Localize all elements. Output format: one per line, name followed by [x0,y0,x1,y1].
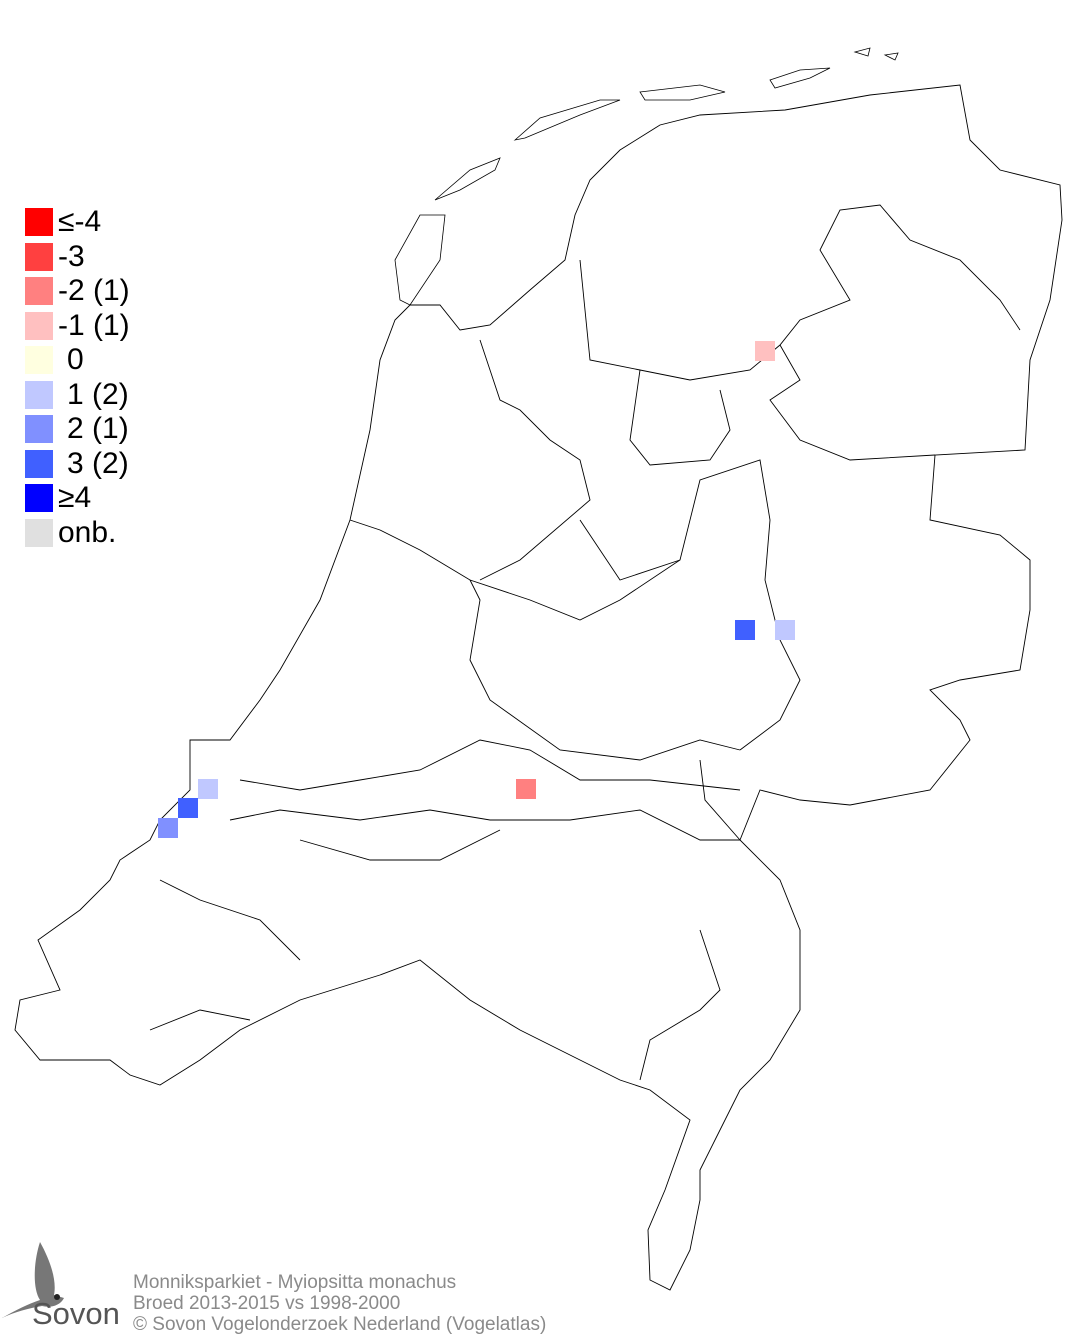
legend-swatch [25,311,53,340]
legend-label: -3 [58,239,85,273]
island-terschelling [513,99,621,141]
island-schiermonnikoog [769,67,831,89]
legend-label: ≤-4 [58,205,102,239]
legend-item: ≤-4 [25,205,130,240]
grid-cells [158,341,795,838]
grid-cell [735,620,755,640]
legend-item: 2 (1) [25,412,130,447]
legend-swatch [25,277,53,306]
grid-cell [755,341,775,361]
legend: ≤-4 -3 -2 (1) -1 (1) 0 1 (2) 2 (1) 3 (2) ≥4 onb. [25,205,130,550]
legend-item: 0 [25,343,130,378]
grid-cell [775,620,795,640]
legend-item: -2 (1) [25,274,130,309]
legend-swatch [25,208,53,237]
legend-swatch [25,415,53,444]
caption-species: Monniksparkiet - Myiopsitta monachus [133,1272,457,1293]
legend-swatch [25,518,53,547]
grid-cell [158,818,178,838]
grid-cell [178,798,198,818]
island-texel [394,214,446,306]
legend-swatch [25,346,53,375]
legend-label: ≥4 [58,481,92,515]
sovon-logo-swallow-icon [2,1242,64,1318]
map-caption: Monniksparkiet - Myiopsitta monachus Bro… [133,1272,546,1335]
legend-swatch [25,484,53,513]
grid-cell [198,779,218,799]
sovon-logo-text: Sovon [32,1296,120,1331]
legend-item: -1 (1) [25,309,130,344]
legend-label: -1 (1) [58,308,130,342]
legend-item: onb. [25,516,130,551]
legend-swatch [25,242,53,271]
caption-copyright: © Sovon Vogelonderzoek Nederland (Vogela… [133,1314,547,1335]
legend-item: 1 (2) [25,378,130,413]
legend-swatch [25,380,53,409]
legend-label: 3 (2) [67,446,129,480]
legend-label: -2 (1) [58,274,130,308]
legend-item: -3 [25,240,130,275]
legend-item: ≥4 [25,481,130,516]
legend-label: 0 [67,343,84,377]
legend-label: 1 (2) [67,377,129,411]
caption-period: Broed 2013-2015 vs 1998-2000 [133,1293,401,1314]
legend-item: 3 (2) [25,447,130,482]
legend-label: onb. [58,515,117,549]
island-vlieland [434,157,501,201]
legend-swatch [25,449,53,478]
grid-cell [516,779,536,799]
legend-label: 2 (1) [67,412,129,446]
island-ameland [639,84,726,101]
country-outline [14,84,1063,1291]
